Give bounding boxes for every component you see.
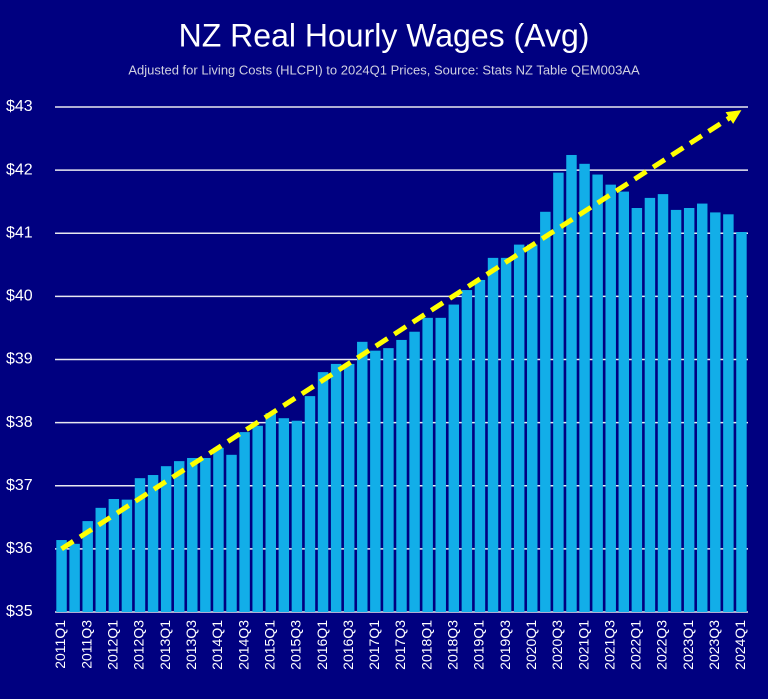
bar: [605, 184, 616, 613]
bar: [291, 420, 303, 612]
x-tick-label: 2019Q1: [471, 620, 487, 670]
bar: [370, 350, 381, 612]
x-tick-label: 2014Q3: [235, 620, 251, 670]
x-tick-label: 2023Q1: [680, 620, 696, 670]
y-tick-label: $39: [6, 351, 33, 368]
bar: [304, 396, 316, 612]
bar: [213, 447, 224, 612]
bar: [644, 197, 656, 612]
bar: [134, 478, 146, 612]
bar: [252, 425, 263, 612]
x-tick-label: 2013Q1: [157, 620, 173, 670]
bar: [474, 279, 486, 612]
x-tick-label: 2024Q1: [732, 620, 748, 670]
bar: [448, 304, 460, 612]
bar: [147, 475, 159, 612]
x-tick-label: 2015Q3: [288, 620, 304, 670]
bar: [513, 244, 525, 613]
bar: [683, 208, 695, 612]
bar: [566, 154, 577, 612]
x-tick-label: 2013Q3: [183, 620, 199, 670]
x-tick-label: 2018Q1: [418, 620, 434, 670]
x-tick-label: 2016Q3: [340, 620, 356, 670]
bar: [657, 194, 669, 613]
bar: [317, 372, 329, 612]
trend-line: [60, 114, 733, 551]
bar: [160, 466, 172, 612]
x-tick-label: 2011Q3: [78, 620, 94, 669]
y-tick-label: $36: [6, 540, 33, 557]
bar: [330, 363, 342, 612]
bar: [500, 257, 512, 612]
x-tick-label: 2016Q1: [314, 620, 330, 670]
x-tick-label: 2020Q1: [523, 620, 539, 670]
x-tick-label: 2018Q3: [445, 620, 461, 670]
x-tick-label: 2017Q1: [366, 620, 382, 670]
bar: [56, 540, 67, 612]
x-tick-label: 2023Q3: [706, 620, 722, 670]
bar: [435, 317, 446, 612]
bar: [187, 457, 198, 612]
y-tick-label: $37: [6, 477, 33, 494]
bar: [540, 211, 551, 612]
y-tick-label: $40: [6, 288, 33, 305]
x-tick-label: 2020Q3: [549, 620, 565, 670]
bar: [82, 521, 93, 612]
x-tick-label: 2017Q3: [392, 620, 408, 670]
bar: [461, 290, 473, 612]
chart-title: NZ Real Hourly Wages (Avg): [179, 17, 590, 53]
x-tick-label: 2021Q3: [601, 620, 617, 670]
bar: [710, 212, 721, 612]
bar: [618, 191, 630, 612]
x-tick-label: 2022Q1: [628, 620, 644, 670]
bar: [383, 348, 394, 612]
bar: [239, 432, 250, 612]
bar: [343, 363, 355, 612]
bar: [409, 331, 420, 612]
bar: [487, 257, 499, 612]
bar: [670, 209, 682, 613]
bar: [736, 231, 747, 613]
x-tick-label: 2012Q1: [105, 620, 121, 670]
x-tick-label: 2012Q3: [131, 620, 147, 670]
chart-subtitle: Adjusted for Living Costs (HLCPI) to 202…: [128, 62, 640, 77]
bar: [278, 418, 290, 612]
bar: [396, 339, 407, 612]
bar: [173, 461, 185, 612]
y-tick-label: $35: [6, 603, 33, 620]
y-tick-label: $43: [6, 98, 33, 115]
bar: [69, 543, 80, 612]
bar: [95, 507, 106, 612]
bar: [527, 244, 538, 613]
bar: [422, 317, 433, 612]
bar: [265, 413, 276, 612]
bar: [200, 457, 211, 612]
bar: [579, 163, 590, 612]
x-tick-label: 2022Q3: [654, 620, 670, 670]
x-tick-label: 2015Q1: [261, 620, 277, 670]
y-tick-label: $38: [6, 414, 33, 431]
bar: [723, 214, 734, 612]
bar: [357, 341, 368, 612]
x-tick-label: 2011Q1: [52, 620, 68, 669]
x-tick-label: 2021Q1: [575, 620, 591, 670]
bar: [631, 208, 643, 612]
bar: [592, 174, 603, 612]
bar: [108, 499, 120, 612]
x-tick-label: 2014Q1: [209, 620, 225, 670]
bar: [121, 499, 133, 612]
trend-arrowhead: [725, 110, 742, 124]
bar: [226, 454, 237, 612]
y-tick-label: $41: [6, 224, 33, 241]
bar: [697, 203, 708, 613]
y-tick-label: $42: [6, 161, 33, 178]
x-tick-label: 2019Q3: [497, 620, 513, 670]
bar: [553, 172, 564, 612]
